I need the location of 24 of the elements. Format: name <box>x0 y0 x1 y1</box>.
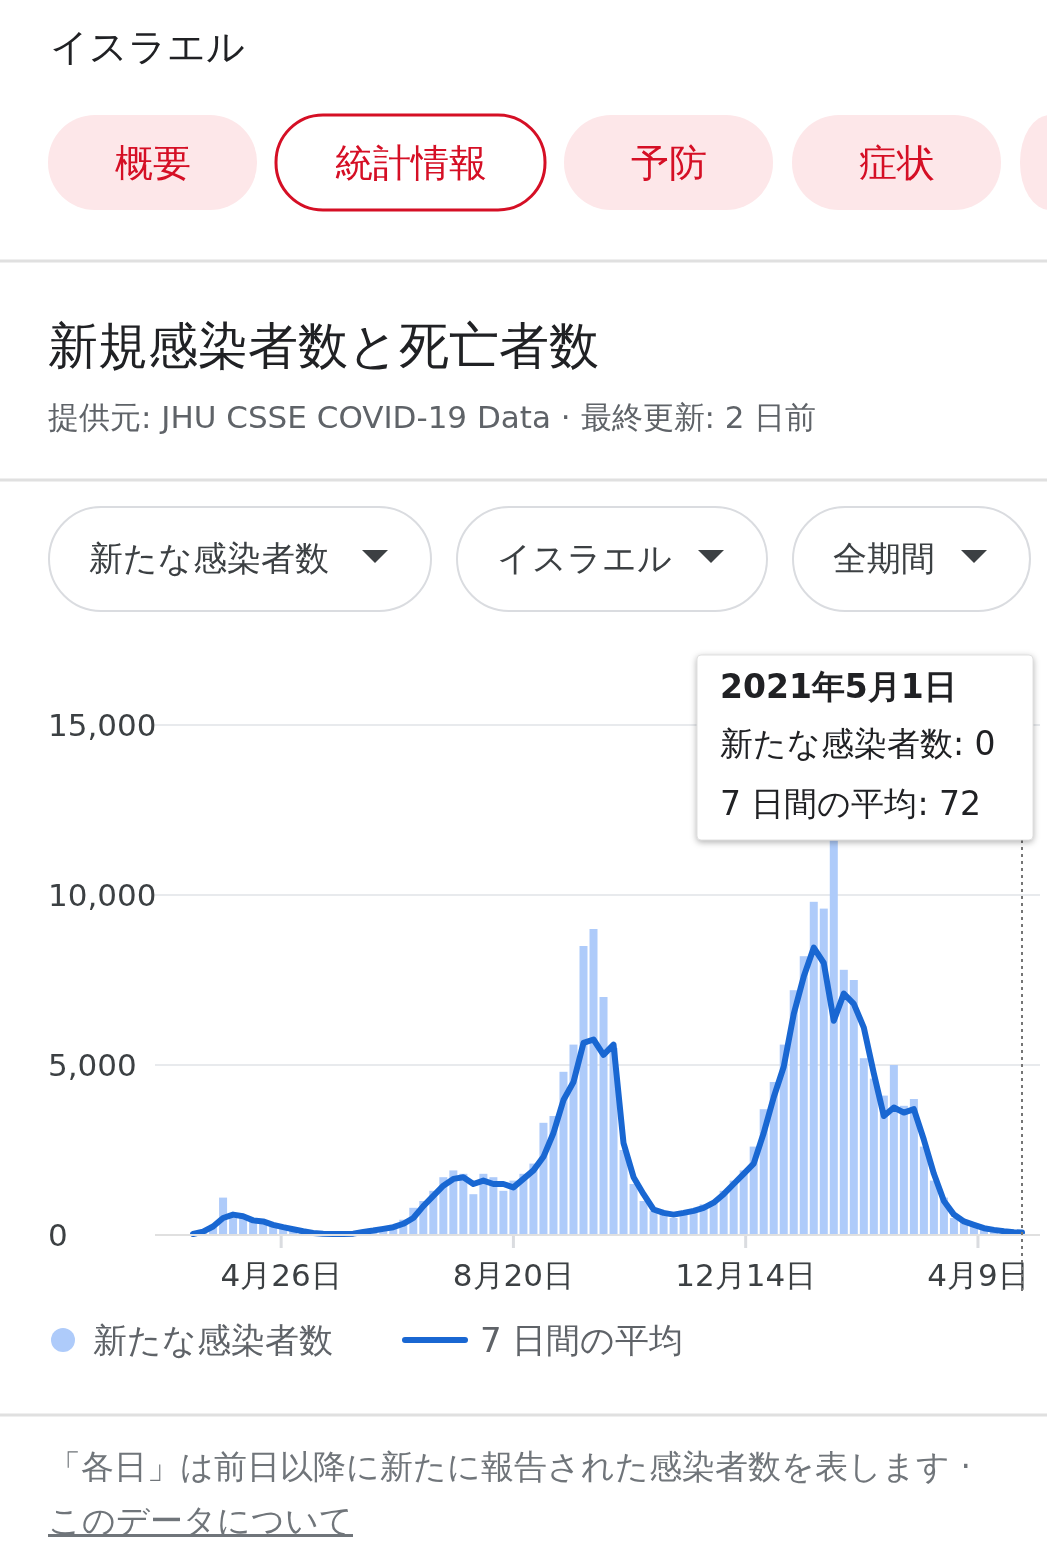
y-tick-label: 10,000 <box>48 877 157 913</box>
y-tick-label: 5,000 <box>48 1047 137 1083</box>
text: 予防 <box>630 141 707 185</box>
text: イスラエル <box>497 538 672 578</box>
text: 新たな感染者数 <box>89 538 329 578</box>
annotation: 7 日間の平均: 72 <box>720 784 982 823</box>
x-tick-label: 12月14日 <box>675 1257 817 1293</box>
chart-title: 新規感染者数と死亡者数 <box>48 317 599 375</box>
text: 2021年5月1日 <box>720 667 957 706</box>
legend-label: 新たな感染者数 <box>93 1320 333 1360</box>
y-tick-label: 0 <box>48 1217 68 1253</box>
annotation: 新たな感染者数: 0 <box>720 724 996 763</box>
x-tick-label: 8月20日 <box>452 1257 574 1293</box>
text: 「各日」は前日以降に新たに報告された感染者数を表します · <box>48 1447 971 1486</box>
text: 全期間 <box>833 538 935 578</box>
text: 症状 <box>858 141 935 185</box>
text: 統計情報 <box>334 141 487 185</box>
text: このデータについて <box>48 1501 353 1540</box>
text: イスラエル <box>50 25 245 69</box>
legend-label: 7 日間の平均 <box>480 1320 684 1360</box>
y-tick-label: 15,000 <box>48 707 157 743</box>
x-tick-label: 4月26日 <box>220 1257 342 1293</box>
chart-subtitle: 提供元: JHU CSSE COVID-19 Data · 最終更新: 2 日前 <box>48 399 817 435</box>
text: 概要 <box>114 141 191 185</box>
